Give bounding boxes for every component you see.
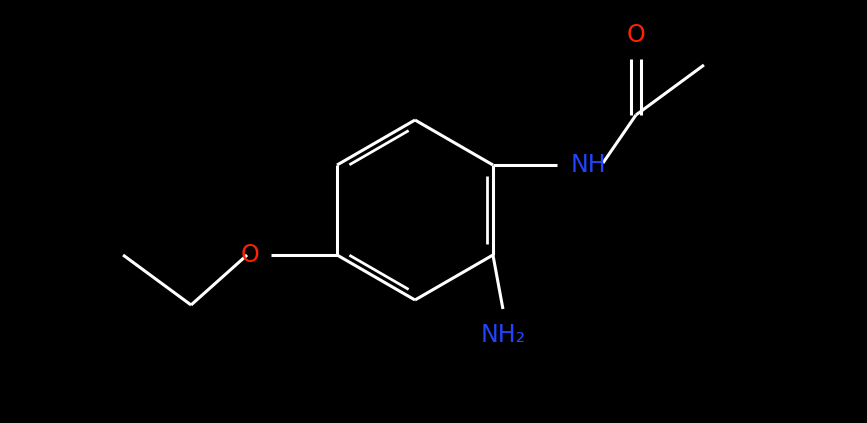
Text: NH: NH: [571, 153, 607, 177]
Text: O: O: [627, 23, 645, 47]
Text: NH₂: NH₂: [480, 323, 525, 347]
Text: O: O: [240, 243, 259, 267]
